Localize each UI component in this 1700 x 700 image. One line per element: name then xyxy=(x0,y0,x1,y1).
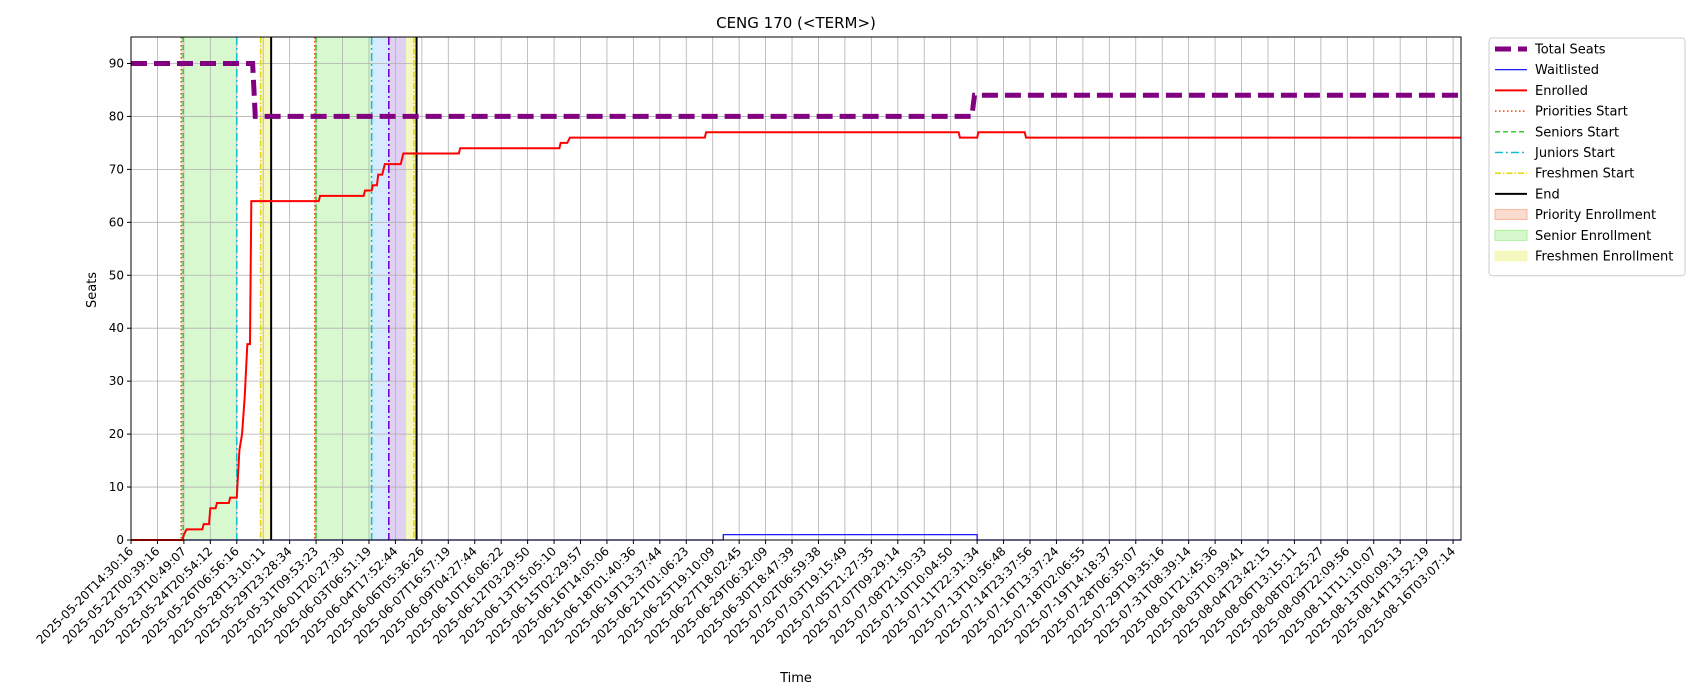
legend-label-enrolled: Enrolled xyxy=(1535,84,1588,99)
legend-label-priority-enrollment: Priority Enrollment xyxy=(1535,208,1656,223)
legend-label-senior-enrollment: Senior Enrollment xyxy=(1535,229,1651,244)
series-line-total-seats xyxy=(131,60,1461,119)
series-line-enrolled xyxy=(131,131,1461,541)
x-axis-label: Time xyxy=(779,671,812,686)
plot-area: 01020304050607080902025-05-20T14:30:1620… xyxy=(34,36,1462,647)
y-tick-label: 40 xyxy=(109,321,124,335)
legend-swatch-freshmen-enrollment xyxy=(1494,250,1528,262)
shaded-region-freshmen-enrollment-0 xyxy=(260,37,272,540)
legend-label-freshmen-start: Freshmen Start xyxy=(1535,167,1634,182)
y-tick-label: 30 xyxy=(109,374,124,388)
shaded-region-freshmen-enrollment-1 xyxy=(405,37,417,540)
y-tick-label: 70 xyxy=(109,162,124,176)
legend-label-total-seats: Total Seats xyxy=(1534,43,1606,58)
y-tick-label: 50 xyxy=(109,268,124,282)
y-axis-label: Seats xyxy=(85,272,100,308)
legend-label-end: End xyxy=(1535,187,1560,202)
legend-swatch-priority-enrollment xyxy=(1494,209,1528,221)
legend-label-seniors-start: Seniors Start xyxy=(1535,125,1619,140)
legend-swatch-senior-enrollment xyxy=(1494,229,1528,241)
legend: Total Seats Waitlisted Enrolled Priorities … xyxy=(1488,37,1686,277)
shaded-region-band-2-0 xyxy=(371,37,389,540)
y-tick-label: 20 xyxy=(109,427,124,441)
legend-label-waitlisted: Waitlisted xyxy=(1535,63,1599,78)
shaded-region-band-3-0 xyxy=(388,37,406,540)
plot-background xyxy=(131,37,1461,540)
legend-label-priorities-start: Priorities Start xyxy=(1535,105,1628,120)
shaded-region-senior-enrollment-1 xyxy=(316,37,372,540)
y-tick-label: 90 xyxy=(109,56,124,70)
y-tick-label: 80 xyxy=(109,109,124,123)
axes-frame xyxy=(130,36,1462,541)
y-tick-label: 10 xyxy=(109,480,124,494)
chart-title: CENG 170 (<TERM>) xyxy=(716,14,876,32)
shaded-region-priority-enrollment-0 xyxy=(181,37,184,540)
y-tick-label: 0 xyxy=(116,533,124,547)
legend-label-freshmen-enrollment: Freshmen Enrollment xyxy=(1535,250,1673,265)
legend-label-juniors-start: Juniors Start xyxy=(1534,146,1615,161)
legend-box xyxy=(1488,37,1686,277)
y-tick-label: 60 xyxy=(109,215,124,229)
